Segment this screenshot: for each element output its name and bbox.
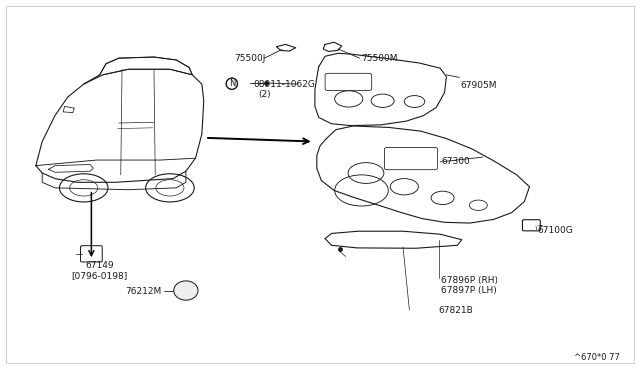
Text: 75500M: 75500M bbox=[362, 54, 398, 62]
Text: 67896P (RH): 67896P (RH) bbox=[442, 276, 499, 285]
Ellipse shape bbox=[173, 281, 198, 300]
FancyBboxPatch shape bbox=[522, 220, 540, 231]
FancyBboxPatch shape bbox=[81, 246, 102, 262]
Text: [0796-0198]: [0796-0198] bbox=[72, 271, 128, 280]
Text: 67300: 67300 bbox=[442, 157, 470, 166]
Text: 67100G: 67100G bbox=[537, 226, 573, 235]
Text: 67821B: 67821B bbox=[438, 306, 473, 315]
Text: 67149: 67149 bbox=[85, 261, 114, 270]
Text: (2): (2) bbox=[258, 90, 271, 99]
Text: 67897P (LH): 67897P (LH) bbox=[442, 286, 497, 295]
Text: 75500J: 75500J bbox=[234, 54, 266, 62]
Text: N: N bbox=[228, 79, 235, 88]
Text: 67905M: 67905M bbox=[461, 81, 497, 90]
Text: 76212M: 76212M bbox=[125, 287, 162, 296]
Text: ^670*0 77: ^670*0 77 bbox=[574, 353, 620, 362]
Text: N: N bbox=[228, 79, 236, 88]
Text: 08911-1062G: 08911-1062G bbox=[253, 80, 315, 89]
